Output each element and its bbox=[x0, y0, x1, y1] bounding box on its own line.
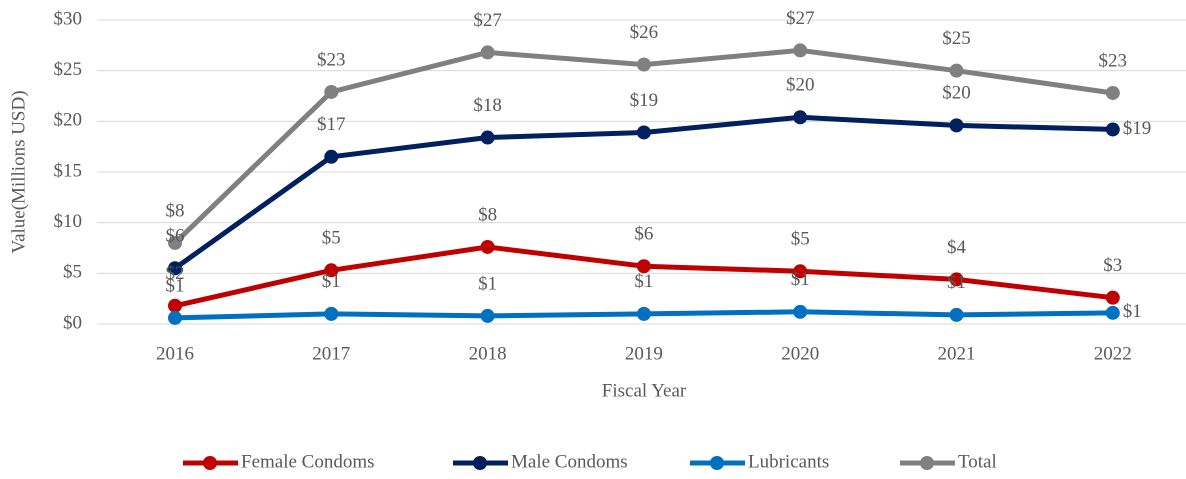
data-point bbox=[480, 239, 495, 254]
data-point bbox=[636, 125, 651, 140]
data-label: $19 bbox=[1123, 118, 1152, 139]
data-point bbox=[949, 63, 964, 78]
data-label: $5 bbox=[791, 229, 810, 250]
data-label: $23 bbox=[317, 49, 346, 70]
data-point bbox=[480, 45, 495, 60]
x-tick-label: 2016 bbox=[156, 343, 194, 364]
data-label: $1 bbox=[791, 269, 810, 290]
data-label: $1 bbox=[166, 275, 185, 296]
data-point bbox=[1105, 122, 1120, 137]
data-point bbox=[1105, 290, 1120, 305]
legend-marker bbox=[710, 456, 724, 470]
data-point bbox=[168, 261, 182, 276]
y-tick-label: $15 bbox=[54, 160, 83, 181]
data-point bbox=[793, 264, 808, 279]
data-point bbox=[168, 310, 182, 325]
legend-label: Female Condoms bbox=[241, 451, 375, 472]
y-tick-label: $5 bbox=[63, 262, 82, 283]
x-axis-label: Fiscal Year bbox=[602, 380, 687, 401]
legend-label: Lubricants bbox=[748, 451, 829, 472]
data-point bbox=[168, 235, 182, 250]
data-label: $27 bbox=[473, 10, 502, 31]
y-tick-label: $25 bbox=[54, 59, 83, 80]
data-point bbox=[324, 306, 339, 321]
data-label: $5 bbox=[322, 228, 341, 249]
data-label: $19 bbox=[630, 90, 659, 111]
data-point bbox=[480, 130, 495, 145]
x-tick-label: 2021 bbox=[938, 343, 976, 364]
data-label: $1 bbox=[322, 271, 341, 292]
x-tick-label: 2018 bbox=[469, 343, 507, 364]
data-label: $6 bbox=[634, 224, 653, 245]
legend-label: Male Condoms bbox=[511, 451, 628, 472]
y-axis-label: Value(Millions USD) bbox=[8, 90, 29, 253]
data-label: $1 bbox=[478, 273, 497, 294]
data-label: $3 bbox=[1103, 255, 1122, 276]
data-point bbox=[480, 308, 495, 323]
x-tick-label: 2017 bbox=[312, 343, 350, 364]
data-point bbox=[324, 84, 339, 99]
data-label: $27 bbox=[786, 8, 815, 29]
x-tick-label: 2019 bbox=[625, 343, 663, 364]
data-label: $4 bbox=[947, 237, 967, 258]
series-line bbox=[173, 114, 1113, 271]
data-point bbox=[636, 259, 651, 274]
data-point bbox=[636, 306, 651, 321]
y-tick-label: $20 bbox=[54, 110, 83, 131]
data-label: $20 bbox=[942, 83, 971, 104]
data-label: $8 bbox=[478, 204, 497, 225]
data-point bbox=[636, 57, 651, 72]
data-point bbox=[949, 307, 964, 322]
data-point bbox=[793, 110, 808, 125]
data-point bbox=[324, 263, 339, 278]
data-point bbox=[793, 304, 808, 319]
data-label: $26 bbox=[630, 22, 659, 43]
data-point bbox=[793, 43, 808, 58]
data-label: $25 bbox=[942, 28, 971, 49]
data-label: $8 bbox=[166, 200, 185, 221]
data-point bbox=[1105, 85, 1120, 100]
series-line bbox=[173, 47, 1114, 245]
legend-marker bbox=[473, 456, 487, 470]
legend-label: Total bbox=[958, 451, 997, 472]
data-point bbox=[1105, 305, 1120, 320]
data-label: $6 bbox=[166, 226, 185, 247]
data-point bbox=[949, 272, 964, 287]
legend-marker bbox=[203, 456, 217, 470]
data-point bbox=[324, 149, 339, 164]
data-label: $20 bbox=[786, 75, 815, 96]
y-tick-label: $30 bbox=[54, 8, 83, 29]
data-label: $17 bbox=[317, 114, 346, 135]
legend-marker bbox=[920, 456, 934, 470]
data-label: $23 bbox=[1099, 50, 1128, 71]
data-point bbox=[949, 118, 964, 133]
data-label: $1 bbox=[1123, 301, 1142, 322]
data-label: $1 bbox=[947, 272, 966, 293]
data-label: $18 bbox=[473, 95, 502, 116]
data-point bbox=[168, 298, 182, 313]
y-tick-label: $0 bbox=[63, 312, 82, 333]
x-tick-label: 2022 bbox=[1094, 343, 1132, 364]
data-label: $2 bbox=[166, 263, 185, 284]
data-label: $1 bbox=[634, 271, 653, 292]
x-tick-label: 2020 bbox=[781, 343, 819, 364]
y-tick-label: $10 bbox=[54, 211, 83, 232]
